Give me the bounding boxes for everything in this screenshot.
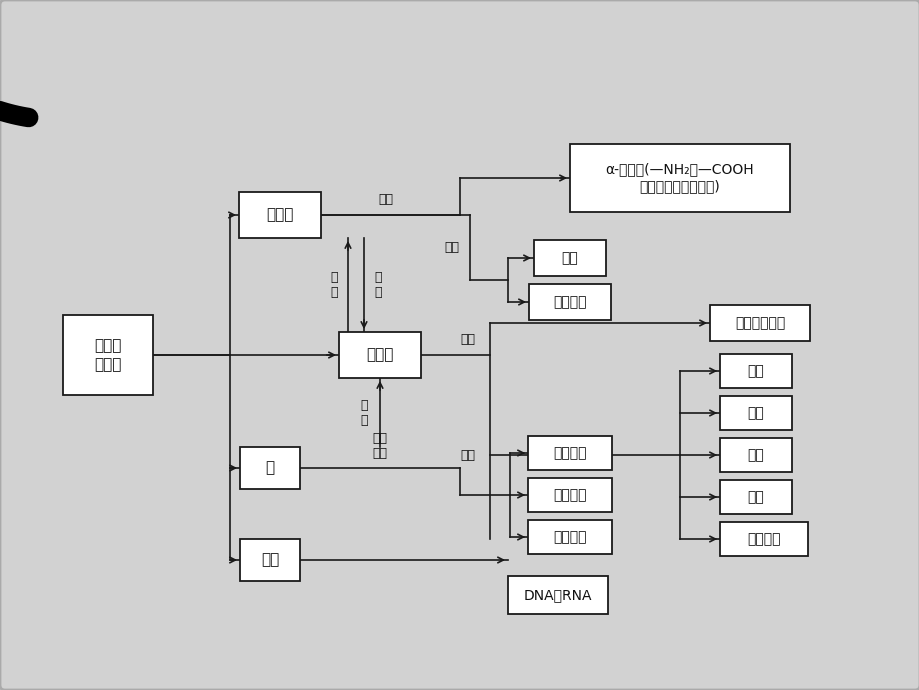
- Bar: [240, 447, 300, 489]
- Text: 氨基酸: 氨基酸: [266, 208, 293, 222]
- Text: 结构: 结构: [378, 193, 392, 206]
- Text: 属
丁: 属 丁: [360, 399, 368, 426]
- Text: 条件温和: 条件温和: [552, 446, 586, 460]
- Bar: [720, 396, 791, 430]
- Text: 水
解: 水 解: [330, 271, 337, 299]
- Bar: [720, 354, 791, 388]
- Text: 颜色反应: 颜色反应: [746, 532, 780, 546]
- Bar: [240, 539, 300, 581]
- Bar: [528, 284, 610, 320]
- Text: 性质: 性质: [444, 241, 459, 254]
- Text: α-氨基酸(—NH₂和—COOH
连在同一个碳原子上): α-氨基酸(—NH₂和—COOH 连在同一个碳原子上): [605, 162, 754, 194]
- Bar: [709, 305, 809, 341]
- Text: 存在: 存在: [460, 333, 475, 346]
- Bar: [62, 315, 153, 395]
- Text: 成肽反应: 成肽反应: [552, 295, 586, 309]
- Text: 蛋白质: 蛋白质: [366, 348, 393, 362]
- Bar: [720, 438, 791, 472]
- Text: 两性: 两性: [561, 251, 578, 265]
- Text: DNA、RNA: DNA、RNA: [523, 588, 592, 602]
- Text: 核酸: 核酸: [261, 553, 278, 567]
- Bar: [720, 522, 807, 556]
- Text: 酶: 酶: [266, 460, 274, 475]
- Text: 两性: 两性: [747, 490, 764, 504]
- Text: 变性: 变性: [747, 406, 764, 420]
- Bar: [533, 240, 606, 276]
- Text: 性质: 性质: [460, 448, 475, 462]
- Text: 催化
特点: 催化 特点: [372, 432, 387, 460]
- Bar: [528, 520, 611, 554]
- Text: 高度专一: 高度专一: [552, 488, 586, 502]
- Bar: [528, 478, 611, 512]
- Text: 蛋白质
和核酸: 蛋白质 和核酸: [95, 338, 121, 372]
- Text: 效率很高: 效率很高: [552, 530, 586, 544]
- Text: 一切生物体中: 一切生物体中: [734, 316, 784, 330]
- Text: 盐析: 盐析: [747, 364, 764, 378]
- Bar: [720, 480, 791, 514]
- Text: 缩
合: 缩 合: [374, 271, 381, 299]
- Bar: [570, 144, 789, 212]
- Text: 水解: 水解: [747, 448, 764, 462]
- Bar: [239, 192, 321, 238]
- Bar: [528, 436, 611, 470]
- Bar: [507, 576, 607, 614]
- Bar: [338, 332, 421, 378]
